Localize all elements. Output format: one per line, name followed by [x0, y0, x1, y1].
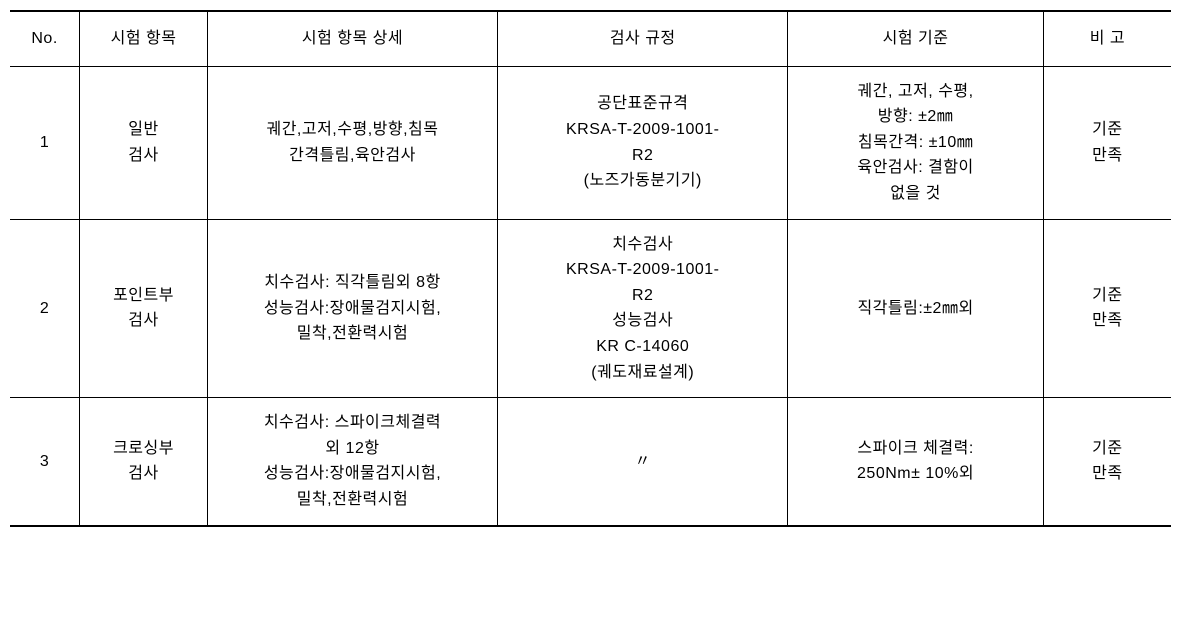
cell-criteria: 스파이크 체결력: 250Nm± 10%외: [788, 398, 1043, 526]
cell-no: 3: [10, 398, 80, 526]
header-detail: 시험 항목 상세: [207, 11, 497, 66]
cell-detail: 치수검사: 스파이크체결력 외 12항 성능검사:장애물검지시험, 밀착,전환력…: [207, 398, 497, 526]
table-header-row: No. 시험 항목 시험 항목 상세 검사 규정 시험 기준 비 고: [10, 11, 1171, 66]
cell-detail: 궤간,고저,수평,방향,침목 간격틀림,육안검사: [207, 66, 497, 219]
header-item: 시험 항목: [80, 11, 208, 66]
header-note: 비 고: [1043, 11, 1171, 66]
cell-regulation: 공단표준규격 KRSA-T-2009-1001- R2 (노즈가동분기기): [498, 66, 788, 219]
cell-criteria: 궤간, 고저, 수평, 방향: ±2㎜ 침목간격: ±10㎜ 육안검사: 결함이…: [788, 66, 1043, 219]
header-no: No.: [10, 11, 80, 66]
cell-item: 크로싱부 검사: [80, 398, 208, 526]
cell-note: 기준 만족: [1043, 398, 1171, 526]
cell-no: 2: [10, 219, 80, 398]
cell-item: 포인트부 검사: [80, 219, 208, 398]
header-regulation: 검사 규정: [498, 11, 788, 66]
inspection-table: No. 시험 항목 시험 항목 상세 검사 규정 시험 기준 비 고 1 일반 …: [10, 10, 1171, 527]
cell-note: 기준 만족: [1043, 66, 1171, 219]
cell-item: 일반 검사: [80, 66, 208, 219]
cell-note: 기준 만족: [1043, 219, 1171, 398]
table-row: 3 크로싱부 검사 치수검사: 스파이크체결력 외 12항 성능검사:장애물검지…: [10, 398, 1171, 526]
table-row: 2 포인트부 검사 치수검사: 직각틀림외 8항 성능검사:장애물검지시험, 밀…: [10, 219, 1171, 398]
cell-detail: 치수검사: 직각틀림외 8항 성능검사:장애물검지시험, 밀착,전환력시험: [207, 219, 497, 398]
cell-criteria: 직각틀림:±2㎜외: [788, 219, 1043, 398]
cell-no: 1: [10, 66, 80, 219]
table-row: 1 일반 검사 궤간,고저,수평,방향,침목 간격틀림,육안검사 공단표준규격 …: [10, 66, 1171, 219]
cell-regulation: 치수검사 KRSA-T-2009-1001- R2 성능검사 KR C-1406…: [498, 219, 788, 398]
cell-regulation: 〃: [498, 398, 788, 526]
header-criteria: 시험 기준: [788, 11, 1043, 66]
